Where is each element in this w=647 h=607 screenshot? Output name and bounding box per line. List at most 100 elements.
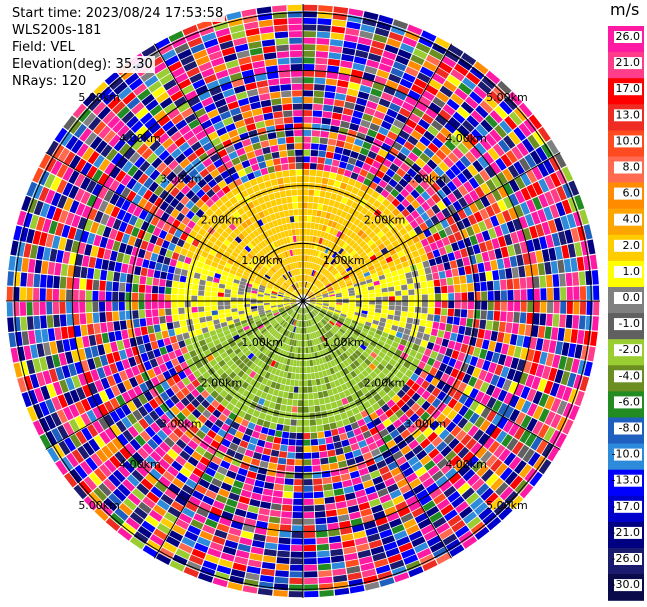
velocity-gate (391, 253, 399, 261)
velocity-gate (284, 294, 291, 297)
velocity-gate (67, 226, 77, 240)
velocity-gate (283, 418, 291, 426)
velocity-gate (300, 340, 303, 347)
velocity-gate (317, 563, 332, 571)
velocity-gate (382, 433, 393, 444)
velocity-gate (327, 522, 340, 531)
velocity-gate (133, 506, 148, 520)
velocity-gate (278, 326, 284, 333)
velocity-gate (532, 390, 543, 405)
velocity-gate (39, 356, 48, 371)
velocity-gate (346, 315, 353, 320)
velocity-gate (340, 286, 348, 291)
velocity-gate (168, 432, 180, 443)
velocity-gate (430, 215, 440, 225)
velocity-gate (57, 394, 68, 409)
velocity-gate (330, 401, 338, 409)
velocity-gate (323, 280, 330, 286)
velocity-gate (228, 323, 235, 330)
velocity-gate (462, 256, 471, 267)
velocity-gate (368, 362, 377, 371)
velocity-gate (171, 443, 183, 455)
velocity-gate (275, 563, 290, 571)
velocity-gate (329, 299, 336, 301)
velocity-gate (358, 467, 370, 476)
velocity-gate (527, 301, 534, 313)
velocity-gate (203, 332, 211, 339)
velocity-gate (541, 442, 554, 458)
velocity-gate (231, 355, 240, 363)
velocity-gate (309, 359, 314, 367)
velocity-gate (522, 253, 531, 265)
velocity-gate (491, 237, 500, 249)
velocity-gate (214, 272, 222, 279)
velocity-gate (406, 398, 416, 408)
velocity-gate (334, 253, 340, 260)
velocity-gate (383, 239, 391, 247)
velocity-gate (330, 319, 336, 324)
velocity-gate (313, 398, 320, 406)
velocity-gate (317, 203, 324, 211)
velocity-gate (165, 535, 181, 548)
velocity-gate (446, 98, 460, 111)
velocity-gate (295, 333, 298, 340)
velocity-gate (492, 321, 500, 332)
velocity-gate (336, 507, 349, 516)
velocity-gate (249, 370, 257, 379)
velocity-gate (271, 367, 277, 375)
velocity-gate (227, 337, 235, 344)
velocity-gate (405, 272, 413, 279)
velocity-gate (421, 90, 435, 102)
velocity-gate (328, 415, 336, 424)
velocity-gate (112, 240, 121, 252)
velocity-gate (335, 306, 342, 309)
velocity-gate (152, 245, 161, 255)
velocity-gate (246, 331, 253, 337)
velocity-gate (268, 462, 278, 470)
velocity-gate (327, 389, 334, 397)
velocity-gate (309, 298, 316, 300)
velocity-gate (280, 335, 285, 342)
velocity-gate (544, 191, 555, 206)
velocity-gate (41, 260, 49, 275)
velocity-gate (225, 498, 238, 508)
velocity-gate (277, 457, 287, 465)
velocity-gate (553, 301, 560, 314)
velocity-gate (356, 337, 364, 344)
velocity-gate (512, 370, 523, 383)
velocity-gate (297, 320, 300, 327)
velocity-gate (306, 360, 310, 367)
velocity-gate (514, 175, 526, 190)
velocity-gate (431, 119, 444, 132)
velocity-gate (583, 361, 593, 377)
velocity-gate (353, 218, 361, 226)
velocity-gate (348, 82, 361, 91)
velocity-gate (458, 82, 473, 96)
velocity-gate (329, 227, 335, 235)
velocity-gate (375, 132, 386, 142)
velocity-gate (121, 416, 133, 429)
velocity-gate (81, 427, 93, 441)
velocity-gate (309, 235, 313, 243)
velocity-gate (350, 370, 358, 378)
velocity-gate (340, 270, 347, 276)
velocity-gate (106, 375, 116, 387)
velocity-gate (331, 281, 338, 286)
velocity-gate (425, 320, 433, 328)
velocity-gate (328, 276, 335, 282)
velocity-gate (419, 553, 435, 566)
velocity-gate (420, 523, 435, 536)
velocity-gate (372, 417, 382, 427)
velocity-gate (62, 251, 71, 264)
velocity-gate (411, 107, 425, 118)
velocity-gate (303, 31, 317, 38)
velocity-gate (272, 330, 278, 337)
velocity-gate (291, 311, 296, 318)
velocity-gate (303, 452, 312, 459)
velocity-gate (435, 149, 447, 161)
velocity-gate (211, 477, 223, 488)
velocity-gate (456, 172, 468, 184)
velocity-gate (284, 305, 291, 308)
velocity-gate (252, 348, 259, 355)
velocity-gate (132, 409, 143, 421)
